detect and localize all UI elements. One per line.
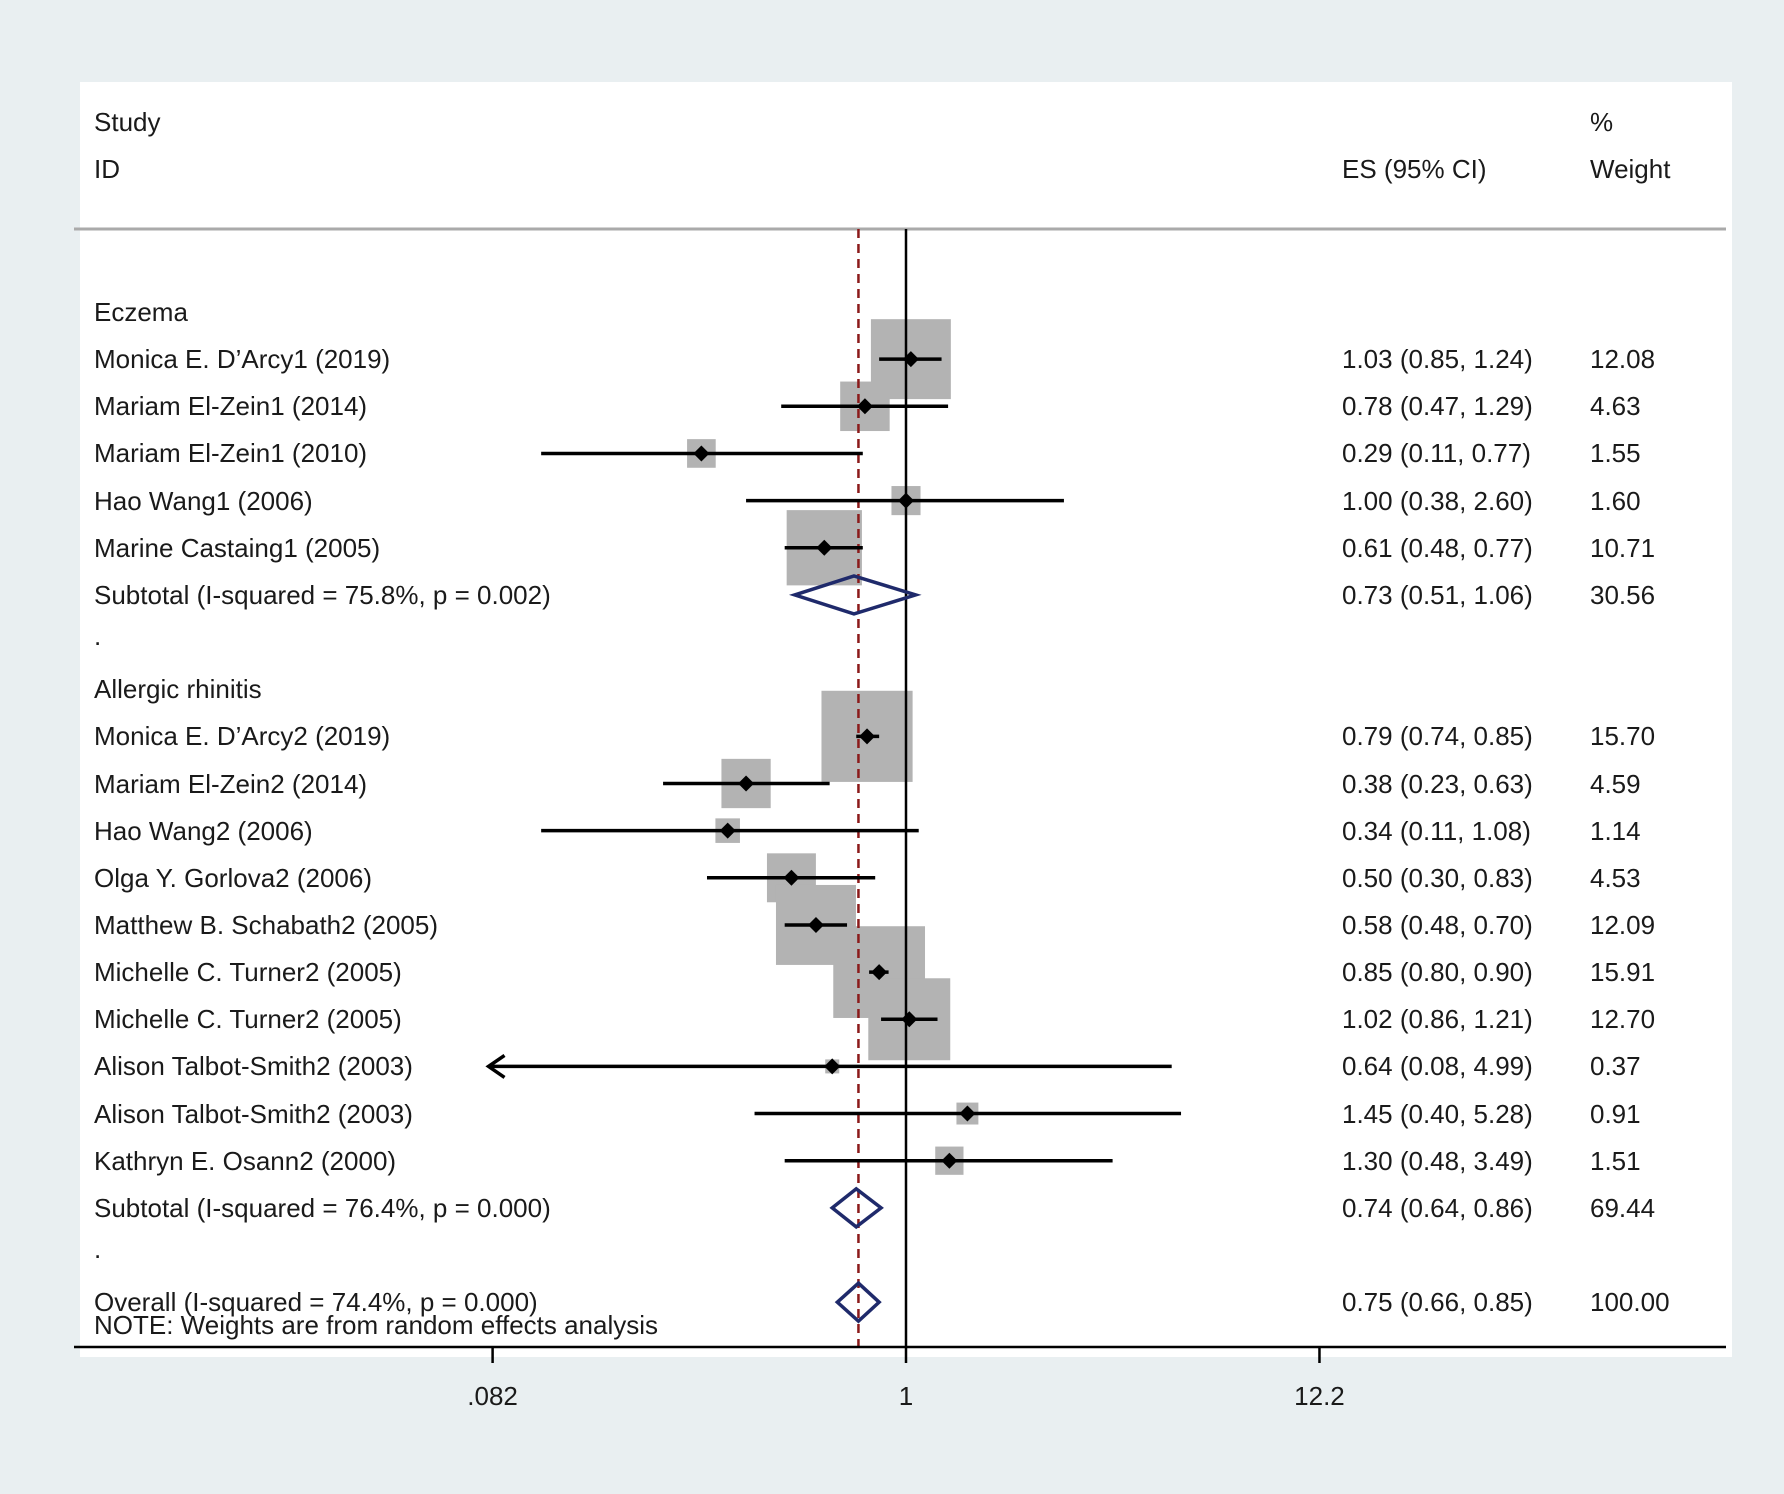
x-tick-label: 12.2	[1294, 1381, 1345, 1411]
weight-percent: 1.51	[1590, 1146, 1641, 1176]
point-estimate	[901, 1011, 918, 1028]
study-label: Monica E. D’Arcy1 (2019)	[94, 344, 391, 374]
weight-percent: 10.71	[1590, 533, 1656, 563]
weight-percent: 4.53	[1590, 863, 1641, 893]
group-label: Eczema	[94, 297, 188, 327]
point-estimate	[816, 539, 833, 556]
x-tick-label: .082	[467, 1381, 518, 1411]
weight-percent: 30.56	[1590, 580, 1656, 610]
weight-percent: 15.70	[1590, 721, 1656, 751]
header-study: Study	[94, 107, 161, 137]
study-label: Alison Talbot-Smith2 (2003)	[94, 1099, 413, 1129]
point-estimate	[959, 1105, 976, 1122]
effect-size-ci: 0.58 (0.48, 0.70)	[1342, 910, 1533, 940]
weight-percent: 100.00	[1590, 1287, 1670, 1317]
weight-percent: 4.59	[1590, 769, 1641, 799]
study-label: Mariam El-Zein1 (2014)	[94, 391, 368, 421]
point-estimate	[856, 398, 873, 415]
study-label: Michelle C. Turner2 (2005)	[94, 957, 402, 987]
study-label: Alison Talbot-Smith2 (2003)	[94, 1051, 413, 1081]
effect-size-ci: 1.03 (0.85, 1.24)	[1342, 344, 1533, 374]
subtotal-diamond	[829, 1186, 884, 1230]
study-label: Kathryn E. Osann2 (2000)	[94, 1146, 397, 1176]
point-estimate	[783, 869, 800, 886]
effect-size-ci: 1.45 (0.40, 5.28)	[1342, 1099, 1533, 1129]
weight-percent: 12.70	[1590, 1004, 1656, 1034]
effect-size-ci: 0.85 (0.80, 0.90)	[1342, 957, 1533, 987]
effect-size-ci: 0.78 (0.47, 1.29)	[1342, 391, 1533, 421]
ci-arrow-left	[485, 1053, 506, 1079]
study-label: Hao Wang1 (2006)	[94, 486, 313, 516]
effect-size-ci: 1.02 (0.86, 1.21)	[1342, 1004, 1533, 1034]
subtotal-label: Subtotal (I-squared = 75.8%, p = 0.002)	[94, 580, 551, 610]
study-label: Olga Y. Gorlova2 (2006)	[94, 863, 372, 893]
weights-note: NOTE: Weights are from random effects an…	[94, 1310, 659, 1340]
point-estimate	[738, 775, 755, 792]
header-weight-percent: %	[1590, 107, 1614, 137]
subtotal-diamond	[788, 574, 922, 616]
weight-percent: 15.91	[1590, 957, 1656, 987]
weight-percent: 4.63	[1590, 391, 1641, 421]
effect-size-ci: 0.29 (0.11, 0.77)	[1342, 438, 1531, 468]
effect-size-ci: 1.30 (0.48, 3.49)	[1342, 1146, 1533, 1176]
subtotal-label: Subtotal (I-squared = 76.4%, p = 0.000)	[94, 1193, 551, 1223]
header-es-ci: ES (95% CI)	[1342, 154, 1487, 184]
point-estimate	[898, 492, 914, 509]
effect-size-ci: 0.79 (0.74, 0.85)	[1342, 721, 1533, 751]
spacer-dot: .	[94, 1234, 102, 1264]
point-estimate	[941, 1152, 958, 1169]
effect-size-ci: 0.34 (0.11, 1.08)	[1342, 816, 1531, 846]
overall-label: Overall (I-squared = 74.4%, p = 0.000)	[94, 1287, 538, 1317]
study-label: Marine Castaing1 (2005)	[94, 533, 381, 563]
spacer-dot: .	[94, 621, 102, 651]
effect-size-ci: 0.61 (0.48, 0.77)	[1342, 533, 1533, 563]
study-label: Mariam El-Zein2 (2014)	[94, 769, 368, 799]
study-label: Monica E. D’Arcy2 (2019)	[94, 721, 391, 751]
point-estimate	[871, 964, 888, 981]
study-label: Matthew B. Schabath2 (2005)	[94, 910, 438, 940]
group-label: Allergic rhinitis	[94, 674, 262, 704]
effect-size-ci: 0.74 (0.64, 0.86)	[1342, 1193, 1533, 1223]
effect-size-ci: 0.75 (0.66, 0.85)	[1342, 1287, 1533, 1317]
effect-size-ci: 0.50 (0.30, 0.83)	[1342, 863, 1533, 893]
header-weight: Weight	[1590, 154, 1671, 184]
point-estimate	[902, 351, 919, 368]
point-estimate	[859, 728, 876, 745]
weight-percent: 0.91	[1590, 1099, 1641, 1129]
weight-percent: 69.44	[1590, 1193, 1656, 1223]
weight-percent: 1.55	[1590, 438, 1641, 468]
weight-percent: 0.37	[1590, 1051, 1641, 1081]
weight-percent: 12.09	[1590, 910, 1656, 940]
point-estimate	[807, 916, 824, 933]
point-estimate	[719, 822, 736, 839]
weight-percent: 1.14	[1590, 816, 1641, 846]
study-label: Michelle C. Turner2 (2005)	[94, 1004, 402, 1034]
effect-size-ci: 0.64 (0.08, 4.99)	[1342, 1051, 1533, 1081]
weight-percent: 1.60	[1590, 486, 1641, 516]
weight-percent: 12.08	[1590, 344, 1656, 374]
effect-size-ci: 0.73 (0.51, 1.06)	[1342, 580, 1533, 610]
overall-diamond	[834, 1280, 882, 1324]
effect-size-ci: 0.38 (0.23, 0.63)	[1342, 769, 1533, 799]
point-estimate	[693, 445, 710, 462]
effect-size-ci: 1.00 (0.38, 2.60)	[1342, 486, 1533, 516]
header-id: ID	[94, 154, 120, 184]
study-label: Mariam El-Zein1 (2010)	[94, 438, 368, 468]
point-estimate	[824, 1058, 841, 1075]
study-label: Hao Wang2 (2006)	[94, 816, 313, 846]
x-tick-label: 1	[898, 1381, 914, 1411]
